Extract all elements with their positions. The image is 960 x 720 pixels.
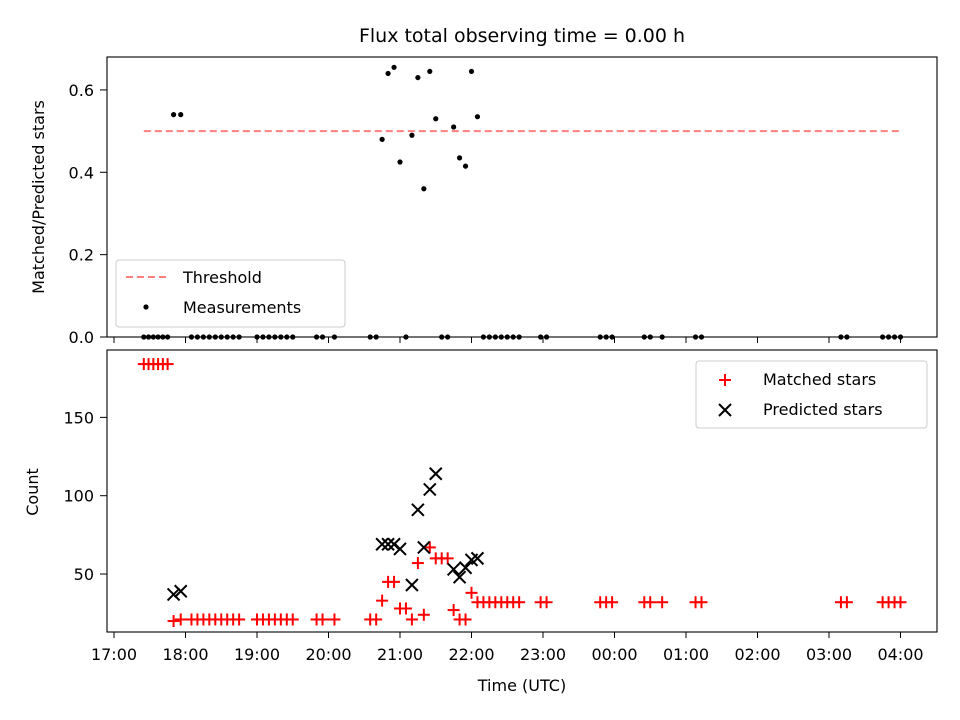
top-legend-box [115, 259, 346, 328]
matched-star-point [376, 594, 389, 607]
matched-star-point [233, 613, 246, 626]
predicted-star-point [458, 561, 473, 575]
matched-star-point [328, 613, 341, 626]
x-tick-label: 17:00 [91, 645, 137, 664]
measurement-point [397, 159, 403, 165]
matched-star-point [459, 613, 472, 626]
predicted-star-point [375, 537, 389, 551]
x-tick-label: 21:00 [377, 645, 423, 664]
measurement-point [170, 112, 177, 118]
predicted-star-point [446, 562, 461, 577]
predicted-star-point [393, 542, 407, 556]
threshold-legend-label: Threshold [182, 268, 262, 287]
measurement-point [456, 155, 463, 161]
top-chart-title: Flux total observing time = 0.00 h [359, 25, 685, 47]
matched-star-point [370, 613, 383, 626]
predicted-star-point [423, 482, 437, 497]
matched-star-point [423, 541, 436, 554]
top-y-tick-label: 0.0 [69, 328, 94, 347]
predicted-star-point [411, 503, 425, 517]
matched-star-point [405, 613, 418, 626]
bottom-y-tick-label: 150 [63, 408, 94, 427]
measurements-legend-label: Measurements [183, 298, 301, 317]
measurement-point [421, 186, 427, 192]
top-y-tick-label: 0.4 [69, 163, 94, 182]
top-panel: Flux total observing time = 0.00 h Match… [29, 25, 938, 347]
measurement-point [409, 132, 415, 138]
bottom-y-axis-label: Count [23, 468, 42, 516]
x-tick-label: 20:00 [305, 645, 351, 664]
matched-star-point [167, 615, 180, 628]
predicted-stars-legend-label: Predicted stars [763, 400, 883, 419]
measurements-legend-swatch [143, 304, 149, 310]
measurement-point [391, 64, 397, 70]
x-tick-label: 00:00 [591, 645, 637, 664]
measurement-point [427, 68, 433, 75]
top-y-tick-label: 0.2 [69, 246, 94, 265]
x-axis-label: Time (UTC) [477, 676, 566, 695]
x-tick-label: 01:00 [663, 645, 709, 664]
top-y-tick-label: 0.6 [69, 81, 94, 100]
measurement-point [474, 114, 481, 120]
x-tick-label: 02:00 [734, 645, 780, 664]
matched-star-point [441, 552, 454, 565]
matched-star-point [286, 613, 299, 626]
top-plot-frame [106, 56, 938, 338]
bottom-legend-box [695, 360, 928, 429]
x-tick-label: 19:00 [234, 645, 280, 664]
measurement-point [379, 136, 385, 142]
matched-stars-legend-swatch [719, 374, 731, 386]
x-tick-label: 03:00 [806, 645, 852, 664]
matched-star-point [606, 596, 619, 609]
top-y-axis-label: Matched/Predicted stars [29, 100, 48, 294]
x-tick-label: 04:00 [877, 645, 923, 664]
matched-star-point [894, 596, 907, 609]
measurement-point [385, 70, 391, 77]
measurement-point [462, 163, 469, 169]
measurement-point [178, 112, 184, 118]
matched-star-point [417, 608, 430, 621]
matched-star-point [316, 613, 329, 626]
predicted-star-point [405, 578, 419, 592]
matched-star-point [161, 358, 174, 371]
top-legend: Threshold Measurements [115, 259, 346, 328]
matched-star-point [399, 602, 412, 615]
predicted-star-point [174, 584, 188, 598]
matched-star-point [465, 586, 478, 599]
predicted-stars-legend-swatch [718, 403, 732, 417]
predicted-star-point [381, 537, 395, 551]
bottom-y-tick-label: 100 [63, 487, 94, 506]
predicted-star-point [166, 587, 181, 602]
matched-star-point [513, 596, 526, 609]
measurement-point [433, 116, 439, 122]
measurement-point [468, 68, 475, 75]
matched-star-point [411, 557, 424, 570]
matched-star-point [656, 596, 669, 609]
bottom-panel: Count Time (UTC) 50 100 150 17:00 18:00 19:00… [23, 349, 938, 695]
x-tick-label: 18:00 [162, 645, 208, 664]
bottom-y-tick-label: 50 [74, 565, 94, 584]
matched-star-point [174, 613, 187, 626]
x-tick-label: 23:00 [520, 645, 566, 664]
matched-star-point [644, 596, 657, 609]
predicted-star-point [429, 467, 443, 481]
bottom-plot-frame [106, 349, 938, 633]
matched-star-point [695, 596, 708, 609]
matched-star-point [540, 596, 553, 609]
matched-star-point [447, 604, 460, 617]
x-tick-label: 22:00 [448, 645, 494, 664]
matched-star-point [840, 596, 853, 609]
predicted-star-point [452, 570, 467, 584]
matched-stars-legend-label: Matched stars [763, 370, 876, 389]
matched-star-point [388, 575, 401, 588]
predicted-star-point [470, 551, 485, 566]
measurement-point [451, 124, 457, 130]
bottom-legend: Matched stars Predicted stars [695, 360, 928, 429]
measurement-point [415, 74, 421, 81]
predicted-star-point [417, 540, 431, 555]
